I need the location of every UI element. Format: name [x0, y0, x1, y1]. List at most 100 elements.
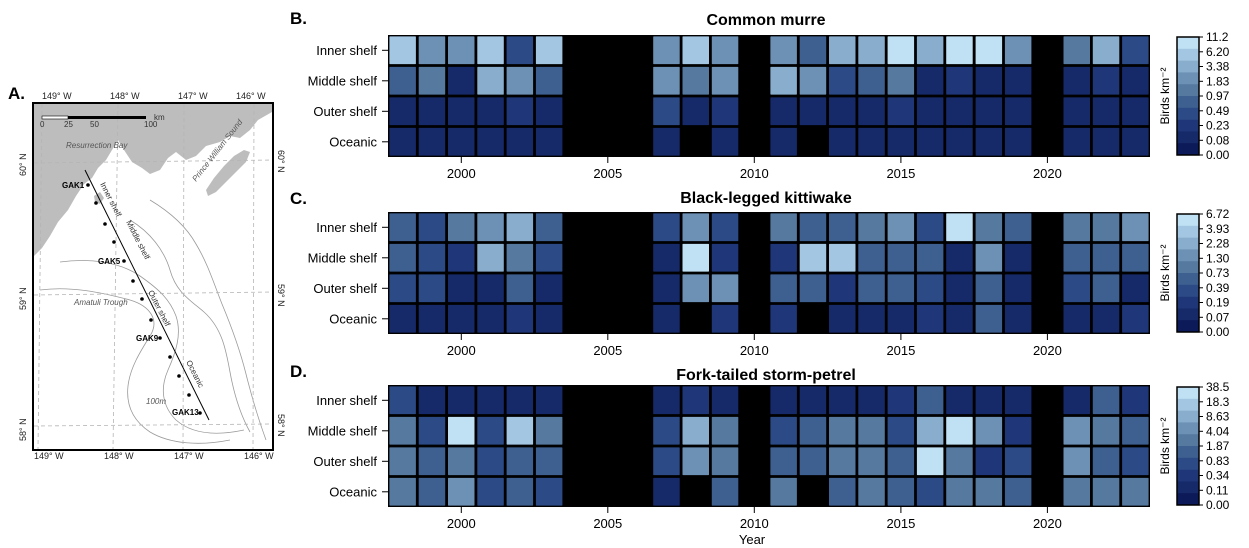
heatmap-cell	[770, 127, 797, 156]
scale-bar-segment-1	[41, 115, 69, 120]
meridian-149	[37, 103, 43, 450]
heatmap-cell	[770, 243, 797, 272]
heatmap-cell	[770, 386, 797, 415]
heatmap-cell	[741, 213, 768, 242]
heatmap-cell	[506, 304, 534, 333]
x-tick-label: 2000	[447, 516, 476, 531]
heatmap-cell	[623, 213, 651, 242]
heatmap-cell	[653, 243, 680, 272]
heatmap-cell	[916, 447, 944, 476]
label-station-gak1: GAK1	[62, 181, 85, 190]
heatmap-cell	[946, 97, 973, 126]
heatmap-cell	[946, 386, 973, 415]
heatmap-cell	[1122, 274, 1149, 303]
heatmap-cell	[770, 416, 797, 445]
heatmap-cell	[506, 447, 534, 476]
heatmap-cell	[623, 97, 651, 126]
heatmap-cell	[594, 386, 622, 415]
heatmap-cell	[506, 416, 534, 445]
x-tick-label: 2000	[447, 166, 476, 181]
heatmap-cell	[916, 304, 944, 333]
parallel-58	[33, 423, 273, 427]
heatmap-cell	[535, 66, 563, 95]
row-label: Outer shelf	[313, 104, 377, 119]
heatmap-cell	[653, 447, 680, 476]
heatmap-panel-fork-tailed-storm-petrel: D. Fork-tailed storm-petrel Inner shelf M…	[290, 362, 1230, 531]
heatmap-cell	[711, 243, 739, 272]
scale-bar-unit: km	[154, 113, 165, 122]
colorbar-swatch	[1177, 422, 1199, 435]
station-dot	[140, 297, 144, 301]
heatmap-cell	[916, 386, 944, 415]
heatmap-cell	[1092, 243, 1120, 272]
heatmap-cell	[1004, 97, 1032, 126]
heatmap-cell	[829, 274, 856, 303]
heatmap-cell	[916, 127, 944, 156]
row-label: Inner shelf	[316, 393, 377, 408]
station-dot	[158, 336, 162, 340]
heatmap-cell	[858, 304, 885, 333]
x-tick-label: 2005	[593, 516, 622, 531]
heatmap-cell	[389, 127, 416, 156]
heatmap-cell	[623, 127, 651, 156]
heatmap-cell	[770, 447, 797, 476]
heatmap-cell	[1092, 386, 1120, 415]
heatmap-cell	[565, 386, 592, 415]
heatmap-cell	[975, 66, 1003, 95]
colorbar-tick-label: 0.00	[1206, 498, 1230, 512]
heatmap-cell	[1122, 477, 1149, 506]
row-label: Outer shelf	[313, 281, 377, 296]
heatmap-cell	[477, 243, 504, 272]
lat-tick-right-3: 58° N	[276, 414, 286, 437]
colorbar-swatch	[1177, 273, 1199, 286]
scale-bar: 0 25 50 100 km	[40, 113, 165, 129]
heatmap-cell	[829, 243, 856, 272]
heatmap-cell	[389, 66, 416, 95]
colorbar-tick-label: 0.49	[1206, 104, 1230, 118]
heatmap-cell	[653, 386, 680, 415]
heatmap-cell	[741, 416, 768, 445]
heatmap-cell	[1004, 477, 1032, 506]
heatmap-cell	[1004, 274, 1032, 303]
land-kenai-peninsula	[34, 104, 272, 256]
colorbar-tick-label: 3.38	[1206, 60, 1230, 74]
row-label: Oceanic	[329, 134, 377, 149]
heatmap-cell	[858, 127, 885, 156]
colorbar-swatch	[1177, 446, 1199, 459]
map-panel: A. 149° W 148° W 147° W 146° W 149° W 14…	[8, 84, 286, 461]
colorbar-swatch	[1177, 72, 1199, 85]
lon-tick-bottom-1: 149° W	[34, 451, 64, 461]
panel-label-d: D.	[290, 362, 307, 381]
heatmap-cell	[682, 97, 709, 126]
heatmap-cell	[799, 274, 827, 303]
heatmap-cell	[829, 127, 856, 156]
heatmap-cell	[535, 36, 563, 65]
heatmap-cell	[418, 127, 446, 156]
heatmap-cell	[829, 304, 856, 333]
heatmap-cell	[1004, 127, 1032, 156]
row-label: Middle shelf	[308, 423, 378, 438]
heatmap-cell	[711, 447, 739, 476]
x-tick-label: 2020	[1033, 343, 1062, 358]
colorbar-swatch	[1177, 481, 1199, 494]
bathymetry-contour-1	[39, 288, 231, 444]
heatmap-cell	[770, 477, 797, 506]
heatmap-cell	[975, 304, 1003, 333]
heatmap-cell	[1004, 243, 1032, 272]
heatmap-cell	[858, 213, 885, 242]
colorbar-tick-label: 4.04	[1206, 424, 1230, 438]
heatmap-cell	[1063, 243, 1090, 272]
heatmap-cell	[1122, 213, 1149, 242]
heatmap-cell	[1034, 304, 1061, 333]
colorbar-swatch	[1177, 387, 1199, 400]
heatmap-cell	[682, 477, 709, 506]
heatmap-cell	[858, 36, 885, 65]
heatmap-cell	[799, 477, 827, 506]
colorbar-swatch	[1177, 261, 1199, 274]
heatmap-cell	[389, 304, 416, 333]
heatmap-cell	[741, 386, 768, 415]
heatmap-cell	[418, 243, 446, 272]
heatmap-cell	[799, 36, 827, 65]
colorbar-swatch	[1177, 119, 1199, 132]
x-tick-label: 2015	[886, 516, 915, 531]
